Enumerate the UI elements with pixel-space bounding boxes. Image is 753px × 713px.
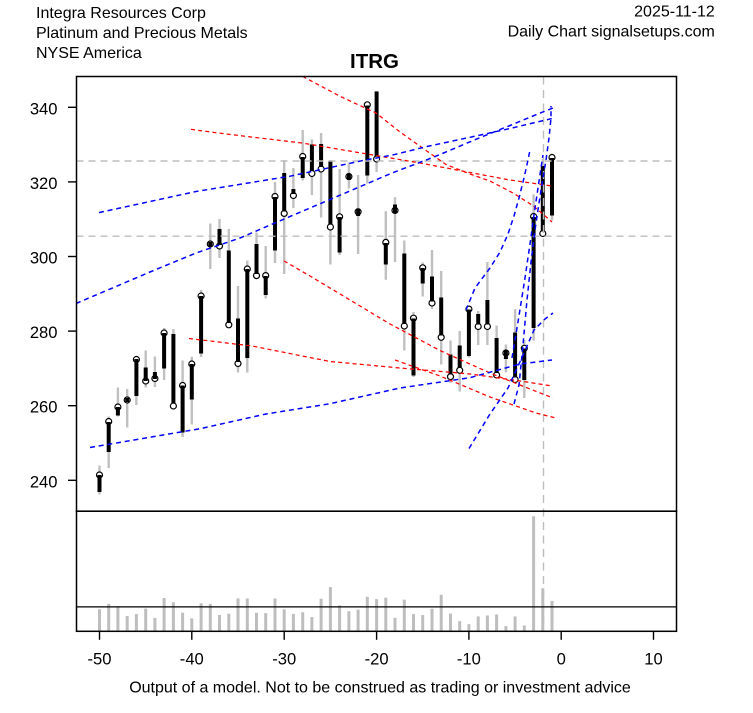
svg-text:Output of a model. Not to be c: Output of a model. Not to be construed a…: [129, 680, 631, 697]
svg-text:340: 340: [30, 99, 58, 118]
svg-text:280: 280: [30, 323, 58, 342]
svg-text:10: 10: [644, 650, 662, 669]
svg-text:-50: -50: [88, 650, 112, 669]
svg-text:ITRG: ITRG: [350, 50, 399, 73]
svg-text:NYSE America: NYSE America: [36, 45, 142, 62]
svg-text:2025-11-12: 2025-11-12: [634, 4, 715, 21]
svg-text:-20: -20: [365, 650, 389, 669]
svg-text:Daily Chart signalsetups.com: Daily Chart signalsetups.com: [508, 24, 715, 41]
svg-text:-40: -40: [180, 650, 204, 669]
svg-text:300: 300: [30, 249, 58, 268]
svg-text:-30: -30: [272, 650, 296, 669]
svg-text:Platinum and Precious Metals: Platinum and Precious Metals: [36, 25, 248, 42]
svg-text:0: 0: [557, 650, 566, 669]
svg-text:240: 240: [30, 472, 58, 491]
svg-text:-10: -10: [457, 650, 481, 669]
svg-text:320: 320: [30, 174, 58, 193]
svg-text:260: 260: [30, 398, 58, 417]
svg-text:Integra Resources Corp: Integra Resources Corp: [36, 5, 206, 22]
